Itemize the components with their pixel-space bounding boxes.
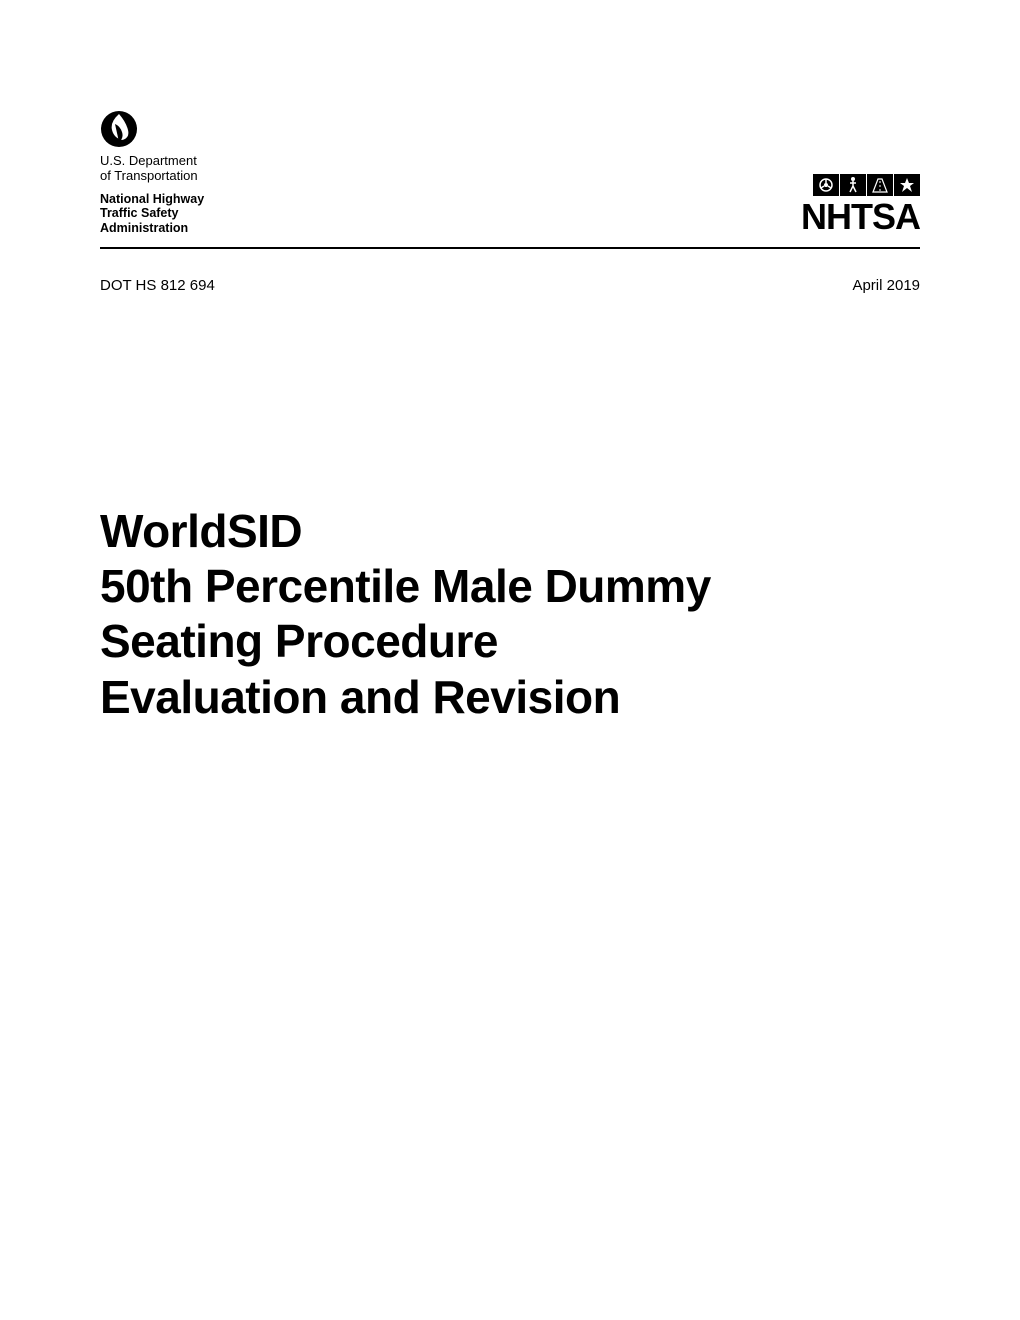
document-meta-row: DOT HS 812 694 April 2019 xyxy=(100,277,920,294)
steering-wheel-icon xyxy=(813,174,839,196)
agency-line-3: Administration xyxy=(100,221,204,235)
agency-line-2: Traffic Safety xyxy=(100,206,204,220)
road-icon xyxy=(867,174,893,196)
title-line-1: WorldSID xyxy=(100,504,920,559)
dept-line-2: of Transportation xyxy=(100,169,204,184)
agency-name: National Highway Traffic Safety Administ… xyxy=(100,192,204,235)
dept-line-1: U.S. Department xyxy=(100,154,204,169)
department-name: U.S. Department of Transportation xyxy=(100,154,204,184)
document-title: WorldSID 50th Percentile Male Dummy Seat… xyxy=(100,504,920,725)
nhtsa-acronym: NHTSA xyxy=(801,199,920,235)
left-organization-block: U.S. Department of Transportation Nation… xyxy=(100,110,204,235)
agency-line-1: National Highway xyxy=(100,192,204,206)
document-number: DOT HS 812 694 xyxy=(100,277,215,294)
pedestrian-icon xyxy=(840,174,866,196)
title-line-3: Seating Procedure xyxy=(100,614,920,669)
document-header: U.S. Department of Transportation Nation… xyxy=(100,110,920,247)
title-line-4: Evaluation and Revision xyxy=(100,670,920,725)
dot-logo-icon xyxy=(100,110,138,148)
header-divider xyxy=(100,247,920,249)
nhtsa-icon-row xyxy=(813,174,920,196)
star-icon xyxy=(894,174,920,196)
document-date: April 2019 xyxy=(852,277,920,294)
title-line-2: 50th Percentile Male Dummy xyxy=(100,559,920,614)
nhtsa-logo-block: NHTSA xyxy=(801,174,920,235)
